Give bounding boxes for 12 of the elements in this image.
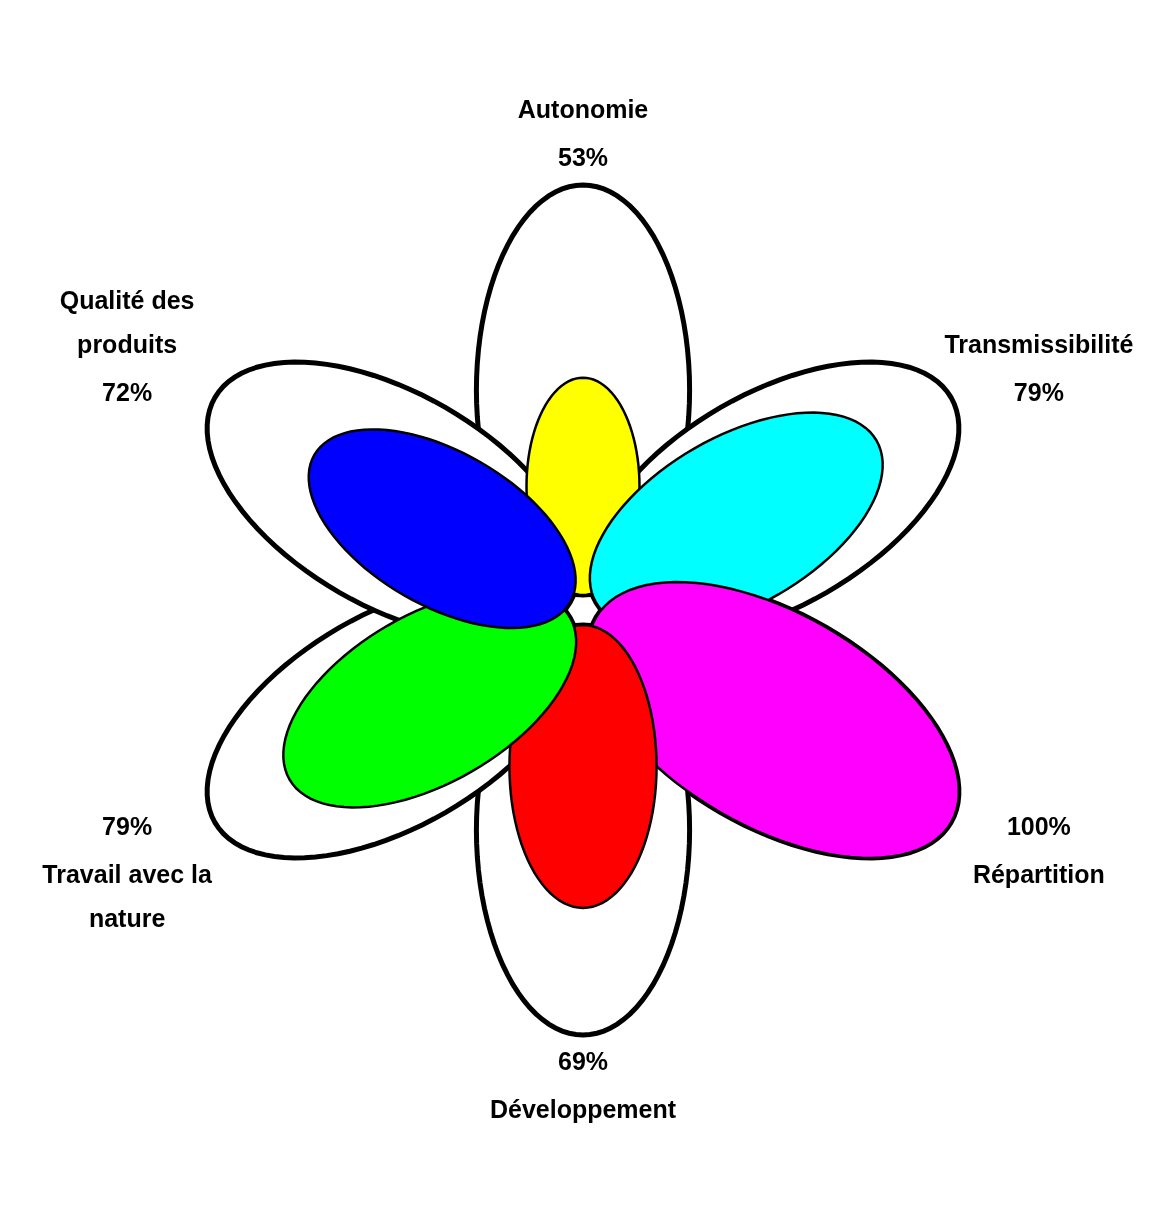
category-label: Développement: [489, 1095, 677, 1123]
data-label: 69%: [557, 1047, 609, 1075]
category-label: Qualité des produits: [59, 286, 195, 358]
category-label: Travail avec la nature: [42, 860, 213, 932]
data-label: 53%: [557, 143, 609, 171]
category-label: Autonomie: [517, 95, 649, 123]
data-label: 72%: [102, 378, 153, 406]
data-label: 79%: [102, 812, 153, 840]
category-label: Transmissibilité: [944, 330, 1134, 358]
data-label: 79%: [1013, 378, 1064, 406]
data-label: 100%: [1006, 812, 1071, 840]
category-label: Répartition: [972, 860, 1105, 888]
